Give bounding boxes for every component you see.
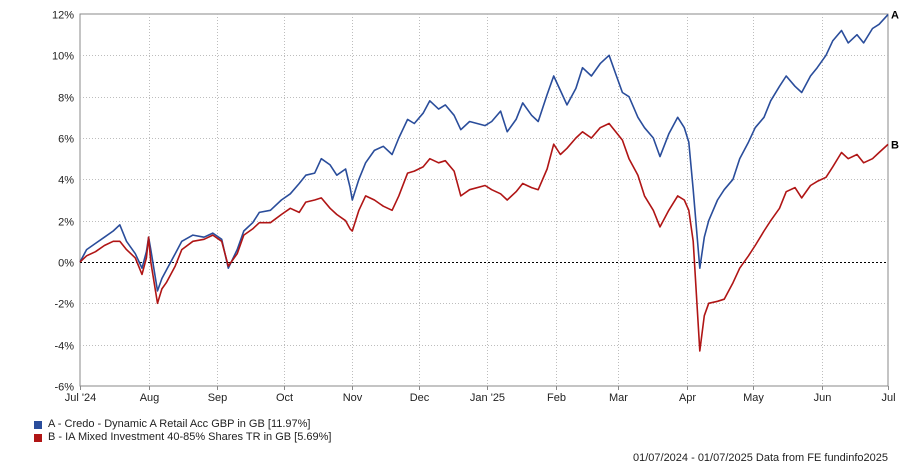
x-tick-label: Jul [881,392,895,404]
x-tick-label: Sep [208,392,228,404]
x-tick-label: Mar [609,392,628,404]
plot-frame [79,13,889,387]
chart-grid [79,13,889,387]
chart-series: AB [79,10,899,352]
legend-entry-b: B - IA Mixed Investment 40-85% Shares TR… [34,431,331,444]
x-tick-label: Jul '24 [65,392,96,404]
legend-entry-a: A - Credo - Dynamic A Retail Acc GBP in … [34,418,331,431]
series-line-a [79,14,889,292]
legend-label-b: B - IA Mixed Investment 40-85% Shares TR… [48,431,332,443]
y-tick-label: -6% [54,382,74,394]
series-end-label-b: B [891,139,899,151]
x-tick-label: Dec [410,392,430,404]
series-end-label-a: A [891,10,899,22]
x-tick-label: Apr [679,392,696,404]
legend-swatch-a [34,420,42,429]
chart-legend: A - Credo - Dynamic A Retail Acc GBP in … [34,418,331,444]
y-tick-label: 6% [58,134,74,146]
x-tick-label: Feb [547,392,566,404]
series-line-b [79,122,889,352]
y-tick-label: -2% [54,299,74,311]
x-tick-label: Oct [276,392,293,404]
y-tick-label: -4% [54,341,74,353]
legend-label-a: A - Credo - Dynamic A Retail Acc GBP in … [48,418,311,430]
x-tick-label: May [743,392,764,404]
data-source-footer: 01/07/2024 - 01/07/2025 Data from FE fun… [632,452,888,464]
y-tick-label: 0% [58,258,74,270]
legend-swatch-b [34,433,42,442]
chart-axes: 12% 10% 8% 6% 4% 2% 0% -2% -4% -6%Jul '24 Aug Sep Oc… [52,10,896,405]
y-tick-label: 12% [52,10,74,22]
performance-chart: 12% 10% 8% 6% 4% 2% 0% -2% -4% -6%Jul '24 Aug Sep Oc… [52,10,899,405]
x-tick-label: Aug [140,392,160,404]
y-tick-label: 4% [58,175,74,187]
y-tick-label: 10% [52,51,74,63]
y-tick-label: 8% [58,93,74,105]
y-tick-label: 2% [58,217,74,229]
x-tick-label: Jun [814,392,832,404]
x-tick-label: Nov [343,392,363,404]
x-tick-label: Jan '25 [470,392,505,404]
